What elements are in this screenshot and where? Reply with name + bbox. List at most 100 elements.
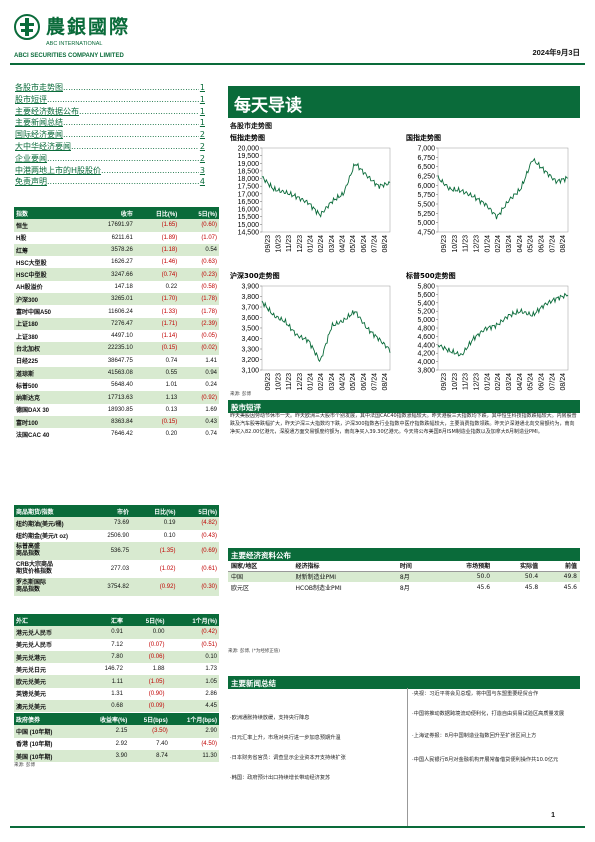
table-cell: 日经225 bbox=[16, 359, 39, 366]
series-line bbox=[261, 300, 391, 363]
brand-company-name: ABCI SECURITIES COMPANY LIMITED bbox=[14, 53, 124, 59]
toc-link[interactable]: 大中华经济要闻 2 bbox=[15, 141, 205, 153]
toc-link[interactable]: 国际经济要闻 2 bbox=[15, 129, 205, 141]
table-cell: 7.12 bbox=[111, 641, 123, 648]
econ-heading: 主要经济资料公布 bbox=[228, 548, 580, 561]
toc-link[interactable]: 中港两地上市的H股股价 3 bbox=[15, 165, 205, 177]
table-cell: (1.71) bbox=[134, 317, 180, 330]
y-tick-label: 16,000 bbox=[238, 207, 260, 214]
report-date: 2024年9月3日 bbox=[532, 48, 580, 57]
column-header: 收益率(%) bbox=[84, 713, 130, 726]
commentary-text: 昨天美股因劳动节休市一天。昨天欧洲三大股市个别发展，其中法国CAC40指数涨幅较… bbox=[230, 413, 577, 435]
table-cell: 1626.27 bbox=[111, 259, 133, 266]
toc-link[interactable]: 各股市走势图 1 bbox=[15, 82, 205, 94]
table-row: 香港 (10年期) 2.92 7.40 (4.50) bbox=[14, 738, 219, 750]
table-row: 日经225 38647.75 0.74 1.41 bbox=[14, 355, 219, 367]
toc-leader bbox=[71, 142, 199, 151]
x-tick-label: 11/23 bbox=[286, 235, 293, 252]
table-row: 沪深300 3265.01 (1.70) (1.78) bbox=[14, 293, 219, 306]
table-cell: 536.75 bbox=[84, 541, 132, 560]
table-row: 红筹 3578.26 (1.18) 0.54 bbox=[14, 243, 219, 257]
x-tick-label: 03/24 bbox=[506, 235, 513, 253]
x-tick-label: 04/24 bbox=[340, 235, 347, 253]
table-cell: 纳斯达克 bbox=[14, 391, 84, 404]
table-row: 中国 财新制造业PMI 8月 50.0 50.4 49.8 bbox=[228, 571, 580, 582]
table-cell: 4497.10 bbox=[111, 333, 133, 340]
y-tick-label: 5,000 bbox=[417, 220, 435, 227]
x-tick-label: 09/23 bbox=[441, 373, 448, 391]
table-cell: 6211.61 bbox=[111, 234, 133, 241]
column-header: 市场预期 bbox=[432, 560, 494, 572]
table-cell: (0.90) bbox=[148, 690, 165, 697]
y-tick-label: 3,500 bbox=[241, 326, 259, 333]
table-row: 港元兑人民币 0.91 0.00 (0.42) bbox=[14, 626, 219, 639]
y-tick-label: 3,200 bbox=[241, 357, 259, 364]
toc-link[interactable]: 股市短评 1 bbox=[15, 94, 205, 106]
toc-link[interactable]: 主要新闻总结 1 bbox=[15, 117, 205, 129]
table-cell: (2.39) bbox=[179, 317, 219, 330]
x-tick-label: 05/24 bbox=[528, 373, 535, 391]
table-cell: 美元兑日元 bbox=[16, 667, 47, 674]
toc-link[interactable]: 主要经济数据公布 1 bbox=[15, 106, 205, 118]
x-tick-label: 02/24 bbox=[495, 373, 502, 391]
table-cell: 1.01 bbox=[165, 382, 178, 389]
table-cell: 0.00 bbox=[124, 626, 167, 639]
charts-section-title: 各股市走势图 bbox=[230, 122, 272, 130]
table-cell: 8363.84 bbox=[84, 416, 135, 429]
x-tick-label: 12/23 bbox=[473, 235, 480, 253]
table-cell: 1.13 bbox=[134, 391, 180, 404]
table-cell: (1.33) bbox=[161, 308, 178, 315]
x-tick-label: 06/24 bbox=[361, 373, 368, 391]
table-cell: 0.10 bbox=[163, 532, 176, 539]
column-header: 1个月(%) bbox=[166, 614, 219, 627]
table-cell: 纽约期金(美元/t oz) bbox=[16, 534, 68, 541]
table-cell: 0.24 bbox=[205, 382, 217, 389]
table-cell: 73.69 bbox=[84, 517, 132, 530]
table-cell: (0.61) bbox=[201, 565, 217, 572]
table-cell: 0.43 bbox=[179, 416, 219, 429]
toc-leader bbox=[63, 83, 199, 92]
table-cell: 38647.75 bbox=[107, 357, 133, 364]
bond-table: 政府债券 收益率(%) 5日(bps) 1个月(bps) 中国 (10年期) 2.15 (3… bbox=[14, 713, 219, 768]
x-tick-label: 07/24 bbox=[549, 235, 556, 253]
table-cell: 3578.26 bbox=[84, 243, 135, 257]
table-cell: 道琼斯 bbox=[14, 366, 84, 380]
table-cell: (1.78) bbox=[179, 293, 219, 306]
table-cell: 3247.66 bbox=[84, 268, 135, 281]
table-cell: (0.92) bbox=[179, 391, 219, 404]
table-cell: (0.51) bbox=[201, 641, 217, 648]
y-tick-label: 18,500 bbox=[238, 168, 260, 175]
table-header-row: 商品期货/指数 市价 日比(%) 5日(%) bbox=[14, 505, 219, 518]
table-cell: 5648.40 bbox=[111, 382, 133, 389]
table-cell: (1.46) bbox=[161, 259, 178, 266]
econ-source: 来源: 彭博, (*为经修正值) bbox=[228, 649, 281, 654]
x-tick-label: 01/24 bbox=[484, 373, 491, 391]
toc-link[interactable]: 企业要闻 2 bbox=[15, 153, 205, 165]
x-tick-label: 03/24 bbox=[506, 373, 513, 391]
toc-page: 4 bbox=[199, 177, 205, 187]
table-cell: (1.35) bbox=[131, 541, 178, 560]
x-tick-label: 01/24 bbox=[308, 373, 315, 391]
chart-sp500: 标普500走势图 5,800 5,600 5,400 5,200 5,000 4,800 4,… bbox=[406, 270, 578, 405]
table-cell: (0.43) bbox=[201, 532, 217, 539]
table-cell: (1.05) bbox=[124, 675, 167, 688]
x-tick-label: 09/23 bbox=[265, 373, 272, 391]
table-cell: (0.06) bbox=[124, 650, 167, 664]
table-cell: 香港 (10年期) bbox=[16, 742, 53, 749]
toc-page: 1 bbox=[199, 106, 205, 116]
y-tick-label: 3,900 bbox=[241, 284, 259, 291]
y-tick-label: 14,500 bbox=[238, 230, 260, 237]
x-tick-label: 01/24 bbox=[308, 235, 315, 253]
chart-title: 标普500走势图 bbox=[406, 271, 456, 280]
y-tick-label: 15,500 bbox=[238, 214, 260, 221]
table-cell: 0.74 bbox=[165, 357, 178, 364]
y-tick-label: 6,250 bbox=[417, 174, 435, 181]
table-cell: (0.09) bbox=[124, 700, 167, 713]
bond-source: 来源: 彭博 bbox=[14, 763, 35, 769]
column-header: 日比(%) bbox=[131, 505, 178, 518]
x-tick-label: 09/23 bbox=[265, 235, 272, 253]
news-item: ·日元汇率上升，市场对央行进一步加息预期升温 bbox=[230, 735, 341, 741]
table-cell: 50.0 bbox=[432, 571, 494, 582]
news-divider bbox=[407, 688, 408, 828]
toc-link[interactable]: 免责声明 4 bbox=[15, 176, 205, 188]
